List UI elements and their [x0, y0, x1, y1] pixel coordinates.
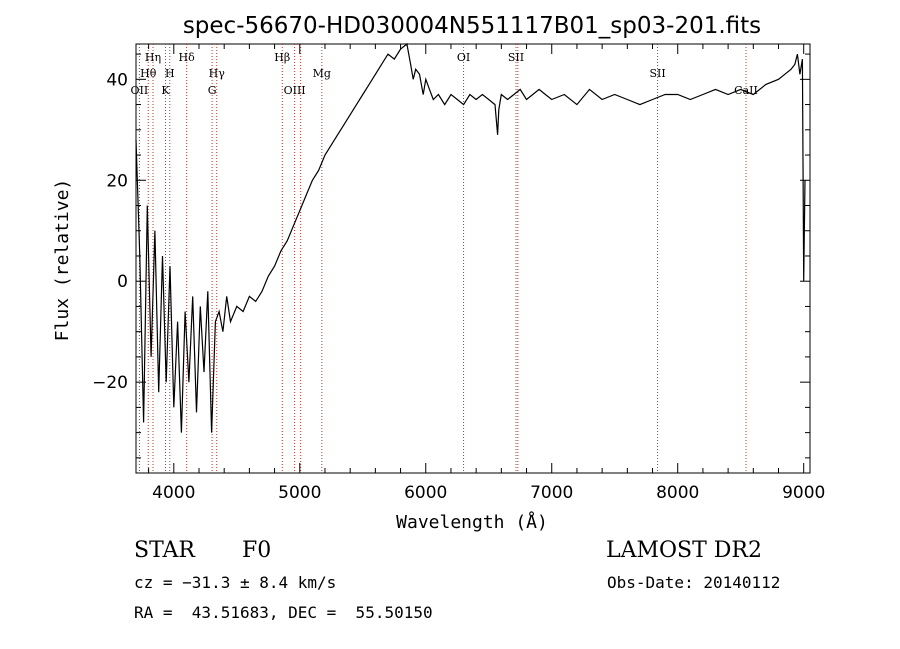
y-tick-label: 20: [106, 171, 128, 191]
line-marker-label-9: OIII: [284, 84, 306, 97]
object-subclass: F0: [242, 538, 272, 563]
x-tick-label: 8000: [656, 483, 699, 503]
y-tick-label: −20: [92, 373, 128, 393]
x-tick-label: 9000: [782, 483, 825, 503]
y-axis-ticks: −20 0 20 40: [92, 53, 810, 459]
spectrum-line: [135, 42, 806, 433]
x-tick-label: 7000: [530, 483, 573, 503]
x-tick-label: 6000: [404, 483, 447, 503]
line-marker-label-8: Hβ: [274, 51, 290, 64]
y-axis-label: Flux (relative): [52, 179, 73, 342]
redshift-velocity: cz = −31.3 ± 8.4 km/s: [134, 573, 337, 592]
y-tick-label: 0: [117, 272, 128, 292]
line-marker-label-11: Mg: [313, 67, 331, 80]
line-marker-label-12: OI: [457, 51, 470, 64]
line-marker-label-2: Hη: [145, 51, 161, 64]
survey-name: LAMOST DR2: [606, 538, 762, 563]
line-marker-label-4: H: [165, 67, 175, 80]
y-tick-label: 40: [106, 70, 128, 90]
x-tick-label: 5000: [278, 483, 321, 503]
chart-title: spec-56670-HD030004N551117B01_sp03-201.f…: [183, 13, 761, 39]
line-marker-label-7: Hγ: [209, 67, 226, 80]
line-marker-label-13: SII: [508, 51, 524, 64]
x-axis-ticks: 4000 5000 6000 7000 8000 9000: [148, 44, 825, 503]
x-axis-label: Wavelength (Å): [396, 511, 548, 533]
line-marker-group: [138, 44, 747, 473]
line-marker-label-3: K: [161, 84, 170, 97]
object-class: STAR: [134, 538, 195, 563]
plot-frame: [135, 43, 811, 474]
line-marker-label-0: OII: [131, 84, 149, 97]
observation-date: Obs-Date: 20140112: [607, 573, 781, 592]
line-marker-label-6: G: [208, 84, 217, 97]
line-marker-label-5: Hδ: [179, 51, 196, 64]
line-marker-label-1: Hθ: [140, 67, 157, 80]
coordinates: RA = 43.51683, DEC = 55.50150: [134, 603, 433, 622]
line-marker-label-15: SII: [649, 67, 665, 80]
x-tick-label: 4000: [152, 483, 195, 503]
